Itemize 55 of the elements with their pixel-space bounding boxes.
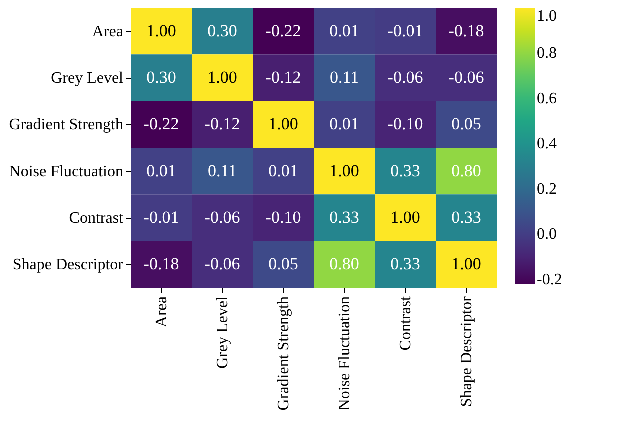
data-label: -0.06 xyxy=(204,208,240,227)
color-bar-label: 0.0 xyxy=(537,226,557,244)
data-label: -0.12 xyxy=(266,68,302,87)
x-tick-label: Contrast xyxy=(398,296,414,351)
x-tick-label: Noise Fluctuation xyxy=(336,296,354,411)
data-label: 0.11 xyxy=(330,68,360,87)
data-label: 0.33 xyxy=(390,254,420,274)
data-label: -0.18 xyxy=(448,21,484,40)
data-label: 0.01 xyxy=(330,21,360,40)
data-label: -0.06 xyxy=(388,68,424,87)
data-label: -0.10 xyxy=(388,114,424,134)
data-label: 0.05 xyxy=(268,254,298,274)
data-label: -0.01 xyxy=(388,21,424,40)
data-label: 1.00 xyxy=(452,254,482,274)
data-label: -0.06 xyxy=(448,68,484,87)
data-label: 0.01 xyxy=(268,161,298,180)
color-bar-label: 0.8 xyxy=(537,45,557,62)
color-bar-label: 0.2 xyxy=(537,180,557,198)
data-label: -0.06 xyxy=(204,254,240,274)
data-label: 1.00 xyxy=(268,114,298,134)
data-label: 0.30 xyxy=(208,21,238,40)
color-bar-label: 0.6 xyxy=(537,90,557,108)
data-label: -0.01 xyxy=(144,208,180,227)
data-label: 0.30 xyxy=(146,68,176,87)
y-tick-label: Gradient Strength xyxy=(9,116,124,134)
data-label: 1.00 xyxy=(330,161,360,180)
data-label: 0.33 xyxy=(452,208,482,227)
data-label: 0.33 xyxy=(330,208,360,227)
data-label: 0.05 xyxy=(452,114,482,134)
data-label: -0.10 xyxy=(266,208,302,227)
data-label: 0.33 xyxy=(390,161,420,180)
y-tick-label: Area xyxy=(92,23,124,40)
y-tick-label: Shape Descriptor xyxy=(12,256,124,274)
color-bar-label: 0.4 xyxy=(537,136,557,153)
data-label: 0.11 xyxy=(208,161,238,180)
data-label: 1.00 xyxy=(146,21,176,40)
data-label: 1.00 xyxy=(208,68,238,87)
data-label: -0.12 xyxy=(204,114,240,134)
color-bar-label: -0.2 xyxy=(537,271,562,288)
data-label: -0.22 xyxy=(266,21,302,40)
data-label: -0.22 xyxy=(144,114,180,134)
x-tick-label: Area xyxy=(154,296,170,328)
x-tick-label: Shape Descriptor xyxy=(458,296,476,408)
data-label: 0.01 xyxy=(146,161,176,180)
data-label: -0.18 xyxy=(144,254,180,274)
data-label: 1.00 xyxy=(390,208,420,227)
y-tick-label: Contrast xyxy=(69,210,124,227)
x-tick-label: Grey Level xyxy=(214,296,232,369)
x-tick-label: Gradient Strength xyxy=(276,296,292,411)
color-bar-label: 1.0 xyxy=(537,8,557,25)
y-tick-label: Grey Level xyxy=(51,70,124,87)
data-label: 0.80 xyxy=(330,254,360,274)
y-tick-label: Noise Fluctuation xyxy=(9,163,124,180)
data-label: 0.80 xyxy=(452,161,482,180)
data-label: 0.01 xyxy=(330,114,360,134)
